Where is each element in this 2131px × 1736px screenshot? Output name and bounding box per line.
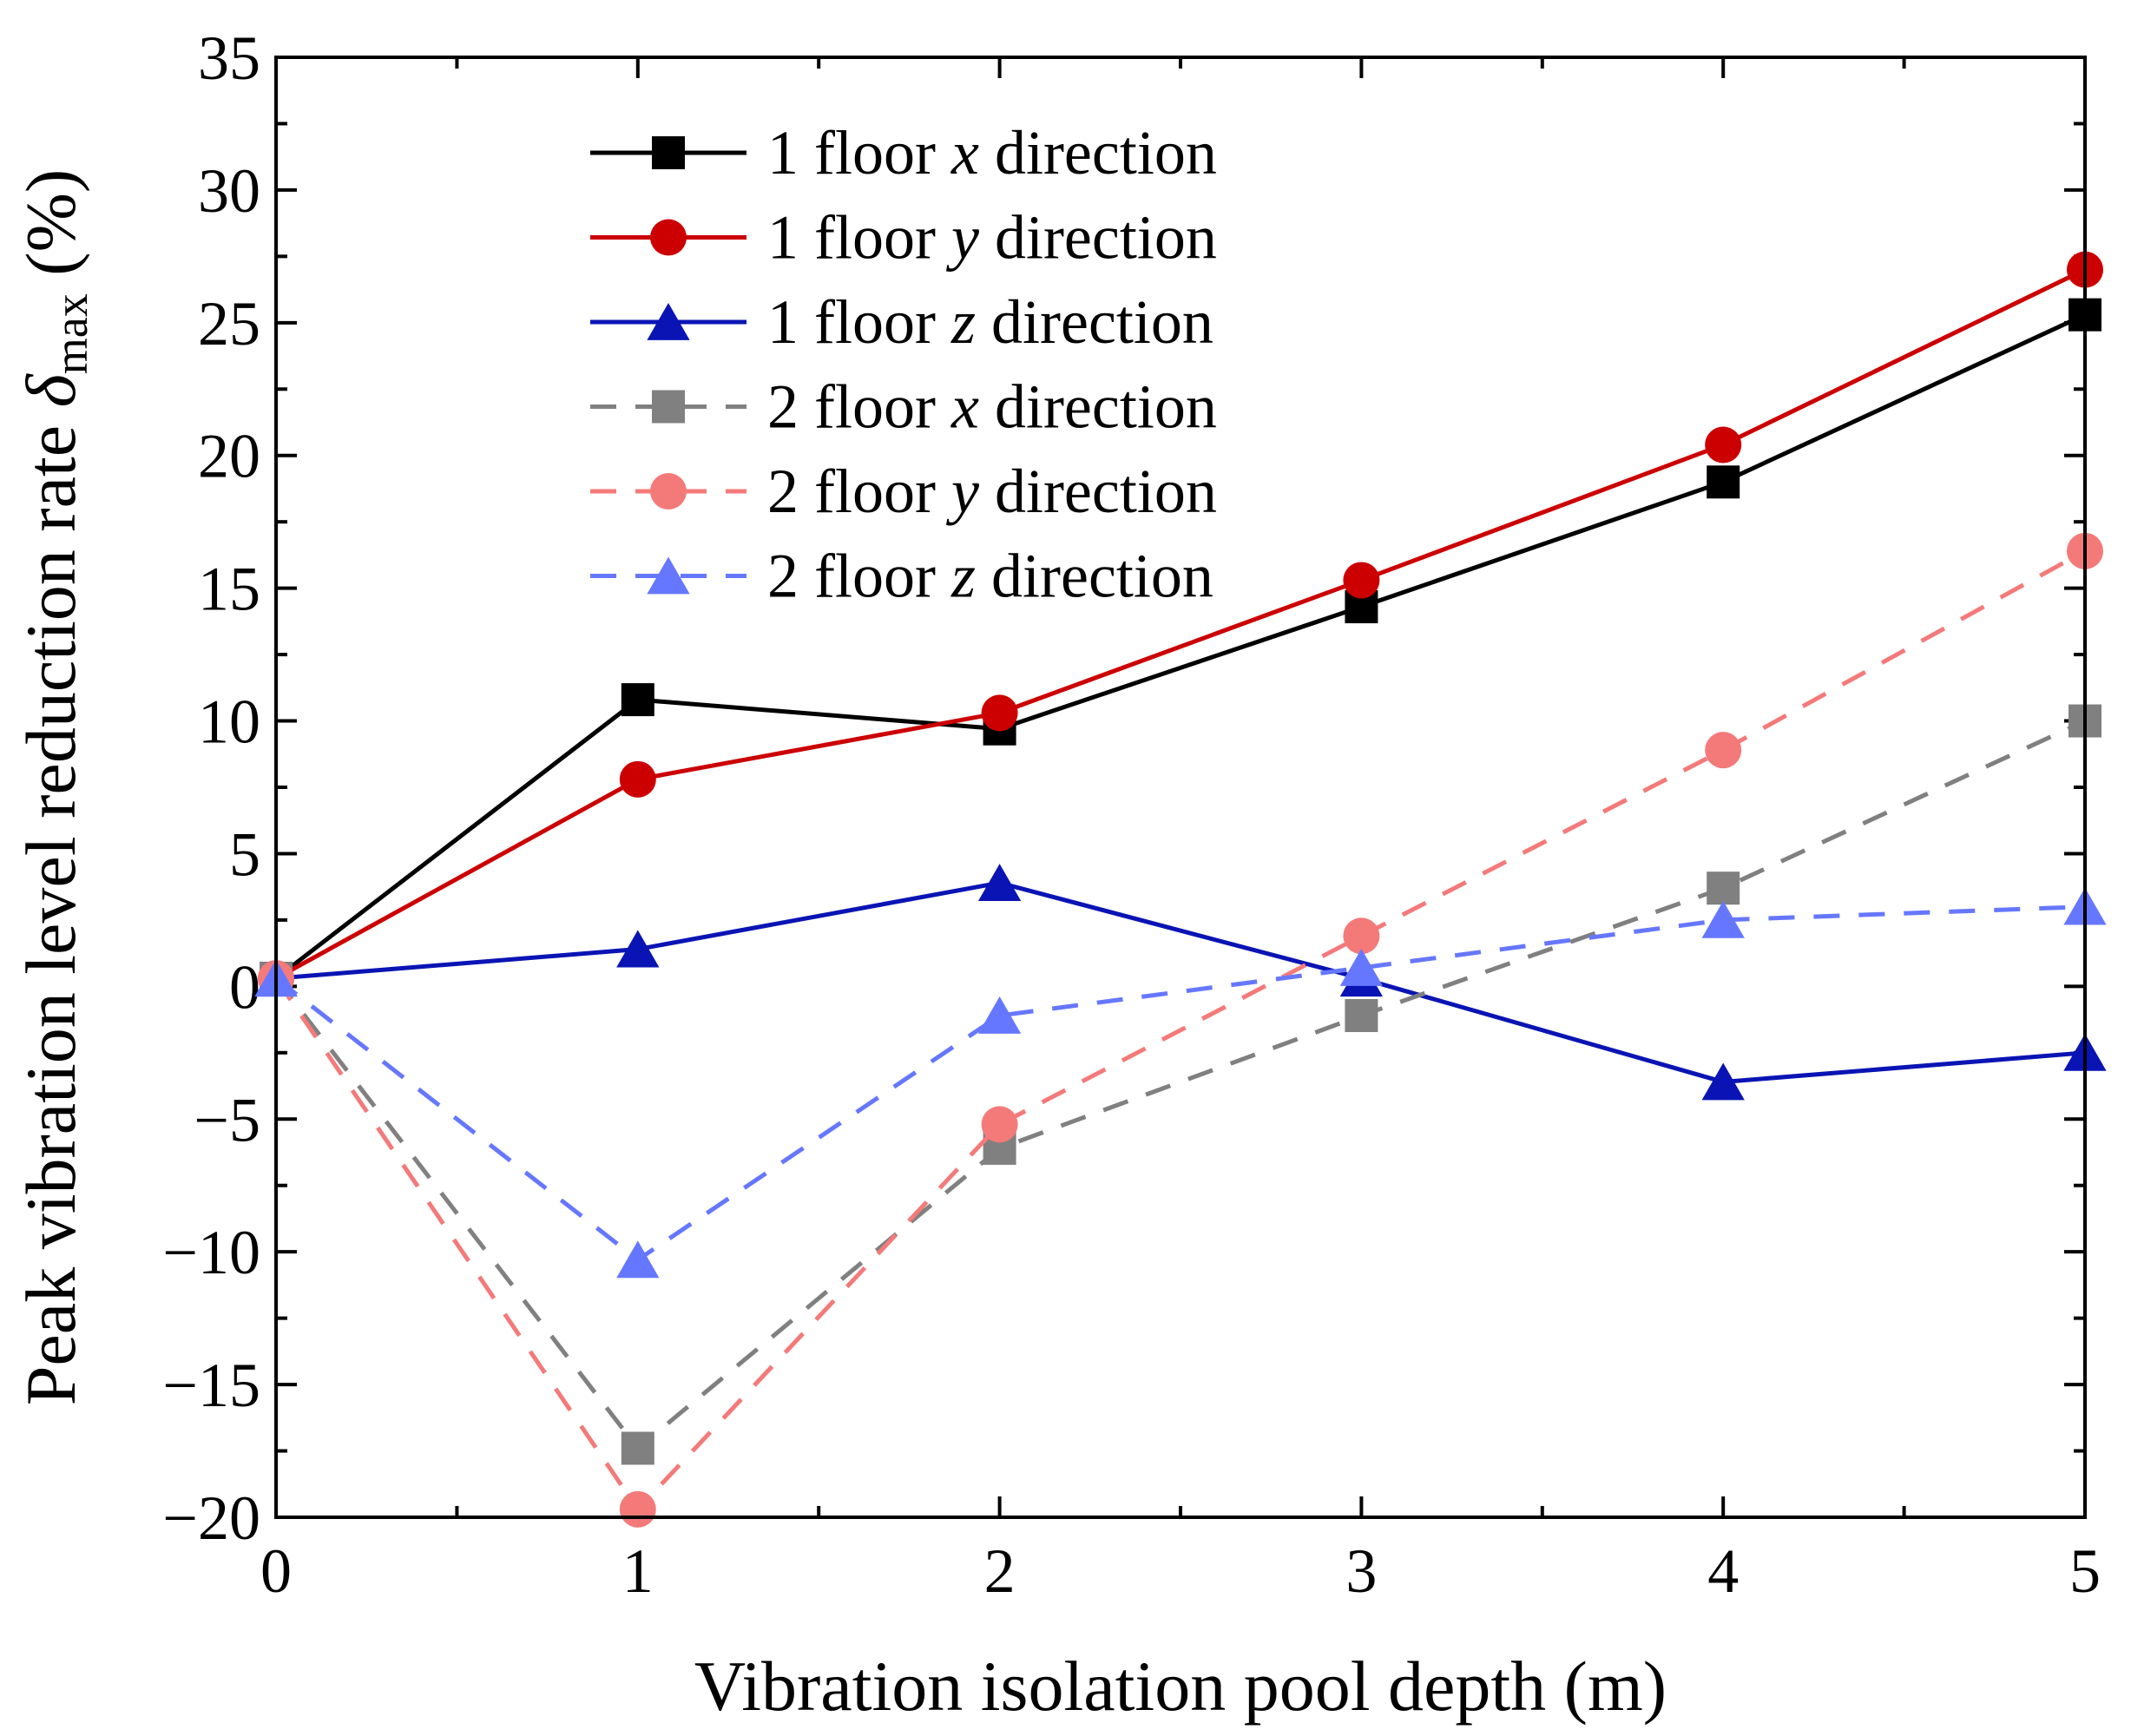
x-axis-title: Vibration isolation pool depth (m) (694, 1647, 1667, 1726)
series-1-floor-y-direction (258, 251, 2103, 997)
data-point-2-floor-z-direction-4 (1701, 900, 1745, 938)
data-point-2-floor-y-direction-4 (1705, 732, 1742, 769)
y-tick-label--15: −15 (162, 1351, 260, 1420)
plot-frame (274, 56, 2087, 1519)
series-line-1-floor-x-direction (274, 312, 2087, 981)
y-tick-label--5: −5 (194, 1085, 260, 1154)
y-tick-label--10: −10 (162, 1218, 260, 1287)
legend-label-2-floor-x-direction: 2 floor x direction (767, 372, 1217, 442)
data-point-2-floor-x-direction-1 (621, 1431, 654, 1465)
data-point-2-floor-z-direction-2 (977, 996, 1022, 1034)
y-tick-label-15: 15 (198, 555, 260, 624)
data-point-2-floor-z-direction-1 (616, 1240, 660, 1279)
legend-marker-1-floor-x-direction (652, 136, 685, 169)
legend-label-1-floor-y-direction: 1 floor y direction (767, 203, 1217, 273)
series-2-floor-z-direction (254, 887, 2107, 1279)
legend-item-2-floor-y-direction: 2 floor y direction (590, 457, 1217, 526)
x-tick-label-4: 4 (1707, 1536, 1739, 1606)
plot-series (254, 251, 2107, 1528)
series-line-2-floor-y-direction (273, 549, 2087, 1513)
y-tick-label-5: 5 (229, 819, 260, 889)
legend-label-1-floor-z-direction: 1 floor z direction (767, 287, 1213, 357)
data-point-1-floor-z-direction-4 (1701, 1062, 1745, 1101)
series-line-2-floor-z-direction (274, 904, 2086, 1263)
data-point-2-floor-y-direction-1 (619, 1490, 656, 1528)
legend: 1 floor x direction 1 floor y direction 1 … (590, 118, 1217, 611)
legend-item-2-floor-x-direction: 2 floor x direction (590, 372, 1217, 442)
legend-item-1-floor-z-direction: 1 floor z direction (590, 287, 1213, 357)
series-line-1-floor-z-direction (275, 880, 2086, 1084)
x-tick-label-1: 1 (622, 1536, 654, 1606)
y-axis-title-subscript: max (45, 293, 97, 374)
y-tick-label--20: −20 (162, 1483, 260, 1553)
y-tick-label-25: 25 (198, 289, 260, 358)
legend-label-1-floor-x-direction: 1 floor x direction (767, 118, 1217, 187)
data-point-1-floor-y-direction-4 (1705, 426, 1742, 464)
series-2-floor-x-direction (260, 704, 2101, 1465)
legend-marker-1-floor-z-direction (647, 303, 690, 340)
y-tick-label-20: 20 (198, 422, 260, 491)
series-line-2-floor-x-direction (274, 719, 2087, 1452)
legend-item-1-floor-y-direction: 1 floor y direction (590, 203, 1217, 273)
legend-marker-2-floor-z-direction (647, 556, 690, 595)
y-tick-label-35: 35 (198, 23, 260, 93)
x-tick-label-2: 2 (984, 1536, 1016, 1606)
y-axis-title-suffix: (%) (11, 169, 90, 293)
x-tick-label-3: 3 (1345, 1536, 1377, 1606)
data-point-2-floor-x-direction-4 (1707, 871, 1740, 905)
series-line-1-floor-y-direction (274, 267, 2087, 981)
y-axis-title-prefix: Peak vibration level reduction rate (11, 407, 90, 1405)
legend-item-2-floor-z-direction: 2 floor z direction (590, 542, 1213, 611)
legend-marker-1-floor-y-direction (650, 219, 687, 256)
y-tick-label-10: 10 (198, 687, 260, 757)
series-2-floor-y-direction (258, 532, 2103, 1528)
data-point-2-floor-z-direction-3 (1339, 948, 1384, 986)
series-1-floor-z-direction (254, 864, 2107, 1101)
x-tick-label-5: 5 (2069, 1536, 2101, 1606)
legend-marker-2-floor-x-direction (652, 390, 685, 424)
y-axis-title: Peak vibration level reduction rate δmax… (11, 169, 97, 1405)
axis-ticks: 0 1 2 3 4 5 −20 −15 −10 −5 0 5 10 15 20 25 30 35 (162, 23, 2101, 1606)
data-point-1-floor-y-direction-1 (619, 760, 656, 798)
legend-label-2-floor-y-direction: 2 floor y direction (767, 457, 1217, 526)
data-point-1-floor-x-direction-1 (621, 683, 654, 717)
data-point-2-floor-y-direction-2 (981, 1106, 1018, 1143)
data-point-2-floor-x-direction-3 (1345, 999, 1378, 1033)
y-tick-label-0: 0 (229, 952, 260, 1022)
legend-marker-2-floor-y-direction (650, 473, 687, 510)
x-tick-label-0: 0 (260, 1536, 292, 1606)
legend-item-1-floor-x-direction: 1 floor x direction (590, 118, 1217, 187)
y-axis-title-symbol: δ (11, 372, 90, 407)
data-point-1-floor-z-direction-2 (977, 864, 1022, 901)
data-point-1-floor-y-direction-2 (981, 694, 1018, 732)
data-point-1-floor-x-direction-4 (1707, 465, 1740, 499)
data-point-2-floor-y-direction-3 (1343, 917, 1380, 955)
legend-label-2-floor-z-direction: 2 floor z direction (767, 542, 1213, 611)
data-point-1-floor-z-direction-1 (616, 930, 660, 968)
y-tick-label-30: 30 (198, 156, 260, 226)
data-point-1-floor-y-direction-3 (1343, 562, 1380, 599)
